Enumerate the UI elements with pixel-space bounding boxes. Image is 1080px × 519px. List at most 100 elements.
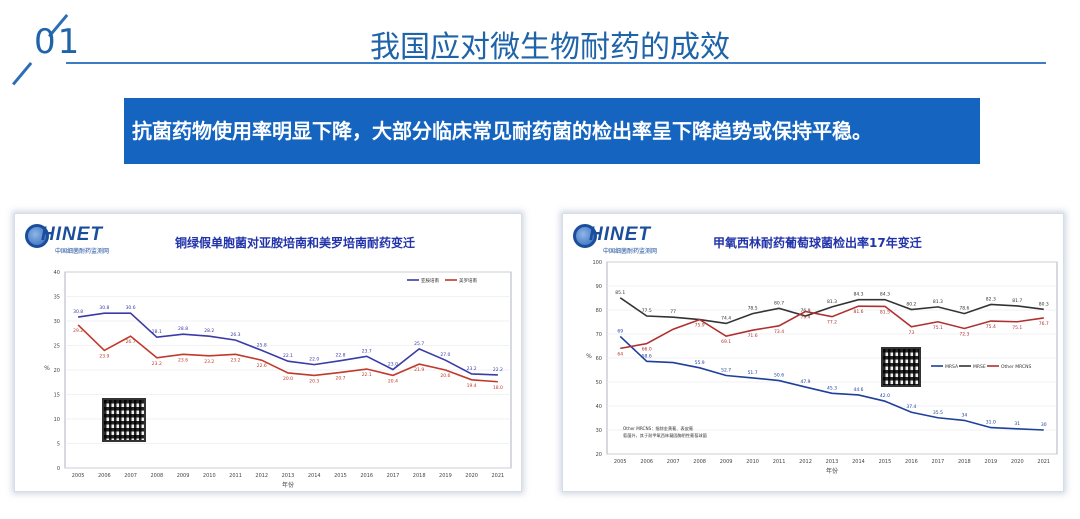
data-label: 20.6 [440,373,450,379]
data-label: 45.3 [827,385,837,391]
data-label: 69 [617,328,623,334]
data-label: 74.4 [721,315,731,321]
data-label: 29.2 [73,328,83,334]
y-tick-label: 50 [596,380,602,386]
data-label: 75.4 [986,324,996,330]
data-label: 22.8 [335,353,345,359]
chart-pseudomonas-svg: 0 5 10 15 20 25 30 35 40% 2005 2006 2007 2008 2009 201… [44,270,512,489]
y-tick-label: 25 [54,344,60,350]
data-label: 23.2 [467,366,477,372]
chart-note-line-1: Other MRCNS：指除金黄葡、表皮葡 [623,425,693,432]
hinet-logo: HINET 中国细菌耐药监测网 [573,222,663,255]
legend-label: MRSE [973,364,986,370]
qr-code [881,347,921,387]
data-label: 19.4 [467,383,477,389]
data-label: 28.1 [152,329,162,335]
data-label: 31 [1014,421,1020,427]
x-tick-label: 2009 [177,473,190,479]
data-label: 80.2 [906,302,916,308]
chart-title: 甲氧西林耐药葡萄球菌检出率17年变迁 [713,236,922,250]
x-tick-label: 2018 [958,459,971,465]
data-label: 26.7 [126,339,136,345]
data-label: 37.4 [906,404,916,410]
logo-subtitle: 中国细菌耐药监测网 [55,248,110,255]
data-label: 55.9 [695,360,705,366]
series-line-0 [77,312,498,376]
y-tick-label: 60 [596,356,602,362]
x-tick-label: 2017 [932,459,945,465]
data-label: 31.0 [986,420,996,426]
data-label: 75.1 [933,325,943,331]
x-tick-label: 2013 [826,459,839,465]
x-tick-label: 2015 [334,473,347,479]
data-label: 20.4 [388,378,398,384]
x-tick-label: 2007 [667,459,680,465]
x-tick-label: 2011 [773,459,786,465]
slide-number: 01 [34,22,82,62]
data-label: 30 [1041,422,1047,428]
x-tick-label: 2006 [98,473,111,479]
data-label: 23.2 [204,359,214,365]
y-axis-label: % [586,353,592,360]
y-tick-label: 20 [596,452,602,458]
data-label: 76.7 [1039,321,1049,327]
x-tick-label: 2016 [360,473,373,479]
x-tick-label: 2015 [879,459,892,465]
y-tick-label: 15 [54,393,60,399]
legend-label: 亚胺培南 [421,277,439,284]
data-label: 64 [617,351,623,357]
x-tick-label: 2008 [693,459,706,465]
data-label: 71.6 [748,333,758,339]
data-label: 72.3 [959,331,969,337]
legend-label: Other MRCNS [1001,364,1032,370]
x-tick-label: 2006 [640,459,653,465]
data-label: 25.7 [414,341,424,347]
data-label: 73.4 [774,329,784,335]
data-label: 47.9 [801,379,811,385]
y-tick-label: 40 [596,404,602,410]
data-label: 30.8 [73,309,83,315]
data-label: 77.5 [642,308,652,314]
y-tick-label: 100 [592,260,602,266]
data-label: 23.0 [388,362,398,368]
slide-title: 我国应对微生物耐药的成效 [370,30,730,65]
y-tick-label: 70 [596,332,602,338]
data-label: 73 [909,330,915,336]
data-label: 52.7 [721,368,731,374]
globe-icon [573,224,597,248]
data-label: 34 [961,412,967,418]
data-label: 66.0 [642,347,652,353]
data-label: 27.0 [440,352,450,358]
data-label: 30.8 [99,305,109,311]
data-label: 51.7 [748,370,758,376]
logo-subtitle: 中国细菌耐药监测网 [603,248,658,255]
y-tick-label: 30 [54,319,60,325]
chart-card-pseudomonas: HINET 中国细菌耐药监测网 铜绿假单胞菌对亚胺培南和美罗培南耐药变迁 0 5 1… [14,213,522,492]
x-tick-label: 2014 [852,459,865,465]
series-line-0 [619,335,1044,431]
data-label: 26.3 [231,332,241,338]
data-label: 23.7 [362,348,372,354]
x-tick-label: 2010 [746,459,759,465]
x-tick-label: 2009 [720,459,733,465]
data-label: 23.2 [152,361,162,367]
logo-brand: HINET [589,224,651,245]
x-tick-label: 2005 [72,473,85,479]
summary-banner: 抗菌药物使用率明显下降，大部分临床常见耐药菌的检出率呈下降趋势或保持平稳。 [124,98,980,164]
x-tick-label: 2008 [150,473,163,479]
x-tick-label: 2012 [799,459,812,465]
data-label: 81.3 [827,299,837,305]
data-label: 35.5 [933,410,943,416]
data-label: 81.3 [933,299,943,305]
data-label: 81.5 [880,309,890,315]
y-tick-label: 5 [57,442,60,448]
data-label: 22.6 [257,363,267,369]
data-label: 85.1 [615,290,625,296]
x-tick-label: 2018 [413,473,426,479]
x-tick-label: 2021 [492,473,505,479]
data-label: 69.1 [721,339,731,345]
x-tick-label: 2016 [905,459,918,465]
data-label: 18.0 [493,385,503,391]
data-label: 77 [670,309,676,315]
y-tick-label: 0 [57,466,60,472]
